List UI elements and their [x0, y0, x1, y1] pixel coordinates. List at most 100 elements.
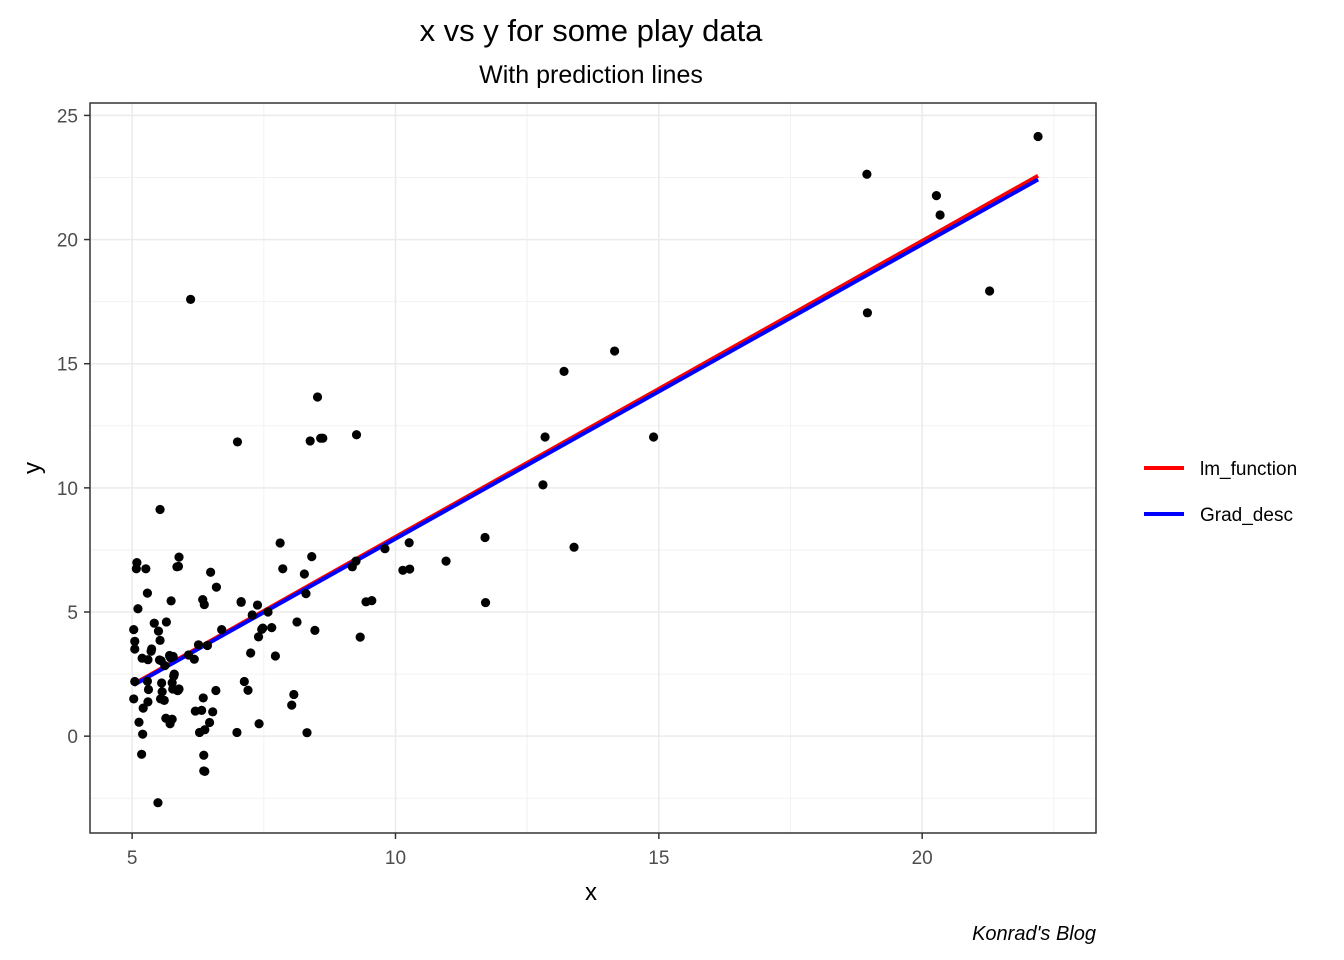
data-point	[129, 625, 139, 635]
data-point	[243, 685, 253, 695]
data-point	[155, 504, 165, 515]
data-point	[149, 618, 159, 628]
data-point	[985, 286, 995, 296]
data-point	[263, 607, 273, 617]
data-point	[159, 695, 169, 706]
data-point	[351, 430, 362, 440]
x-tick-label: 20	[912, 848, 933, 869]
data-point	[142, 588, 153, 598]
data-point	[538, 480, 548, 490]
legend: lm_function Grad_desc	[1144, 459, 1297, 526]
data-point	[199, 766, 209, 776]
chart-caption: Konrad's Blog	[972, 923, 1096, 945]
data-point	[347, 562, 357, 572]
data-point	[301, 589, 311, 599]
data-point	[134, 717, 144, 727]
y-tick-label: 5	[67, 603, 78, 624]
data-point	[441, 556, 451, 566]
data-point	[146, 646, 156, 656]
data-point	[239, 676, 249, 687]
data-point	[361, 597, 371, 607]
data-point	[246, 648, 256, 658]
data-point	[141, 564, 151, 574]
data-point	[253, 632, 264, 642]
data-point	[157, 678, 167, 688]
data-point	[130, 636, 140, 646]
data-point	[190, 706, 200, 716]
data-point	[398, 565, 408, 575]
legend-label: Grad_desc	[1200, 505, 1293, 526]
data-point	[132, 558, 142, 568]
data-point	[168, 684, 178, 694]
data-point	[155, 635, 165, 645]
chart-title: x vs y for some play data	[420, 13, 764, 48]
data-point	[130, 644, 140, 654]
y-tick-label: 20	[57, 231, 78, 252]
data-point	[199, 750, 209, 760]
data-point	[202, 640, 213, 651]
data-point	[254, 719, 264, 729]
data-point	[480, 597, 491, 608]
data-point	[160, 661, 170, 671]
data-point	[200, 725, 210, 735]
x-tick-label: 10	[385, 848, 406, 869]
y-tick-label: 25	[57, 106, 78, 127]
data-point	[292, 617, 302, 627]
major-gridlines	[90, 103, 1096, 833]
data-point	[232, 437, 243, 447]
data-point	[540, 432, 550, 442]
data-point	[130, 676, 140, 687]
data-point	[318, 433, 328, 443]
data-point	[161, 617, 171, 627]
line-grad-desc	[132, 177, 1040, 687]
data-point	[307, 552, 317, 562]
data-point	[133, 604, 143, 614]
data-point	[217, 625, 227, 635]
y-axis-title: y	[19, 462, 46, 474]
data-point	[1033, 131, 1043, 142]
data-point	[142, 676, 153, 686]
data-point	[862, 169, 872, 179]
data-point	[267, 623, 277, 633]
data-point	[480, 532, 490, 543]
x-axis-title: x	[585, 879, 597, 906]
prediction-lines	[132, 174, 1040, 687]
data-point	[289, 689, 299, 700]
data-point	[138, 729, 148, 739]
data-point	[232, 727, 242, 738]
data-point	[166, 596, 176, 606]
data-point	[302, 728, 312, 738]
data-point	[138, 703, 148, 713]
data-point	[153, 798, 163, 808]
data-point	[129, 694, 139, 704]
data-points	[129, 131, 1043, 808]
data-point	[143, 697, 153, 707]
data-point	[380, 544, 390, 554]
plot-background	[90, 103, 1096, 833]
data-point	[609, 346, 620, 356]
data-point	[206, 567, 216, 577]
data-point	[305, 436, 315, 446]
x-tick-label: 5	[127, 848, 138, 869]
data-point	[278, 564, 288, 574]
data-point	[168, 651, 178, 662]
data-point	[186, 294, 196, 305]
data-point	[208, 707, 218, 717]
data-point	[169, 671, 179, 681]
data-point	[173, 561, 184, 571]
legend-label: lm_function	[1200, 459, 1297, 480]
data-point	[143, 684, 154, 695]
y-tick-label: 0	[67, 727, 78, 748]
data-point	[299, 569, 309, 579]
data-point	[174, 552, 184, 562]
data-point	[559, 366, 569, 377]
data-point	[270, 651, 280, 661]
data-point	[236, 596, 246, 607]
data-point	[247, 610, 257, 620]
y-axis: 0 5 10 15 20 25	[57, 106, 90, 748]
data-point	[167, 714, 177, 724]
data-point	[189, 654, 199, 664]
data-point	[931, 191, 942, 201]
data-point	[310, 625, 320, 635]
